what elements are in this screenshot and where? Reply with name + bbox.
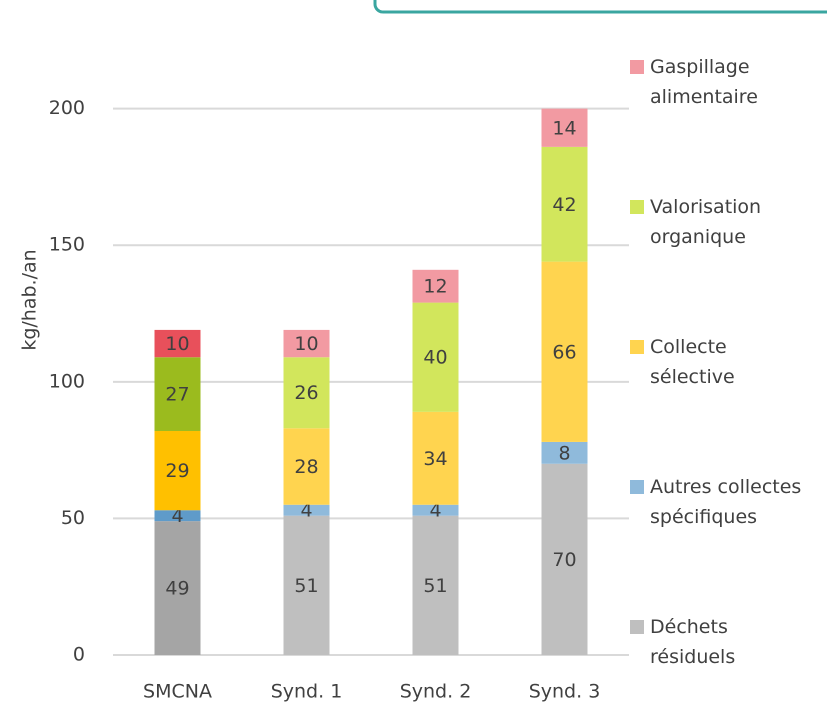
y-tick-label: 100 [49, 370, 85, 392]
y-tick-label: 200 [49, 97, 85, 119]
bar-segment [283, 357, 330, 429]
bar-segment [541, 441, 588, 464]
bar-segment [283, 515, 330, 655]
bar-segment [412, 504, 459, 516]
bar-segment [154, 521, 201, 655]
legend-swatch [630, 200, 644, 214]
legend-swatch [630, 480, 644, 494]
data-label: 51 [294, 575, 318, 597]
y-tick-label: 50 [61, 507, 85, 529]
data-label: 29 [165, 460, 189, 482]
data-label: 66 [552, 341, 576, 363]
data-label: 70 [552, 549, 576, 571]
legend-item: Collecte sélective [630, 332, 825, 392]
data-label: 27 [165, 384, 189, 406]
legend-label: Gaspillage alimentaire [650, 56, 758, 108]
data-label: 40 [423, 347, 447, 369]
bar-segment [412, 411, 459, 505]
bar-segment [154, 329, 201, 358]
legend-item: Gaspillage alimentaire [630, 52, 825, 112]
data-label: 4 [171, 505, 183, 527]
data-label: 28 [294, 456, 318, 478]
y-tick-label: 0 [73, 644, 85, 666]
bar-segment [541, 108, 588, 147]
x-tick-label: Synd. 1 [271, 681, 343, 703]
bar-segment [541, 146, 588, 262]
bar-segment [412, 515, 459, 655]
legend-label: Valorisation organique [650, 196, 762, 248]
bar-segment [154, 510, 201, 522]
data-label: 14 [552, 117, 576, 139]
x-tick-label: SMCNA [143, 681, 212, 703]
bar-segment [154, 357, 201, 431]
legend-label: Collecte sélective [650, 336, 735, 388]
bar-segment [283, 329, 330, 358]
bar-segment [283, 504, 330, 516]
data-label: 26 [294, 382, 318, 404]
bar-segment [154, 430, 201, 511]
bar-segment [412, 269, 459, 303]
legend-swatch [630, 340, 644, 354]
data-label: 10 [165, 333, 189, 355]
y-axis-label: kg/hab./an [19, 249, 41, 350]
data-label: 34 [423, 448, 447, 470]
bar-segment [412, 302, 459, 412]
header-box [373, 0, 827, 14]
legend-swatch [630, 620, 644, 634]
data-label: 4 [429, 500, 441, 522]
data-label: 51 [423, 575, 447, 597]
legend-swatch [630, 60, 644, 74]
data-label: 42 [552, 194, 576, 216]
data-label: 49 [165, 578, 189, 600]
x-tick-label: Synd. 2 [400, 681, 472, 703]
legend-item: Valorisation organique [630, 192, 825, 252]
y-tick-label: 150 [49, 234, 85, 256]
data-label: 10 [294, 333, 318, 355]
legend-item: Autres collectes spécifiques [630, 472, 825, 532]
legend-item: Déchets résiduels [630, 612, 825, 672]
bar-segment [541, 261, 588, 442]
data-label: 8 [558, 442, 570, 464]
legend-label: Autres collectes spécifiques [650, 476, 802, 528]
bar-segment [283, 428, 330, 505]
data-label: 12 [423, 276, 447, 298]
x-tick-label: Synd. 3 [529, 681, 601, 703]
bar-segment [541, 463, 588, 655]
legend-label: Déchets résiduels [650, 616, 736, 668]
data-label: 4 [300, 500, 312, 522]
